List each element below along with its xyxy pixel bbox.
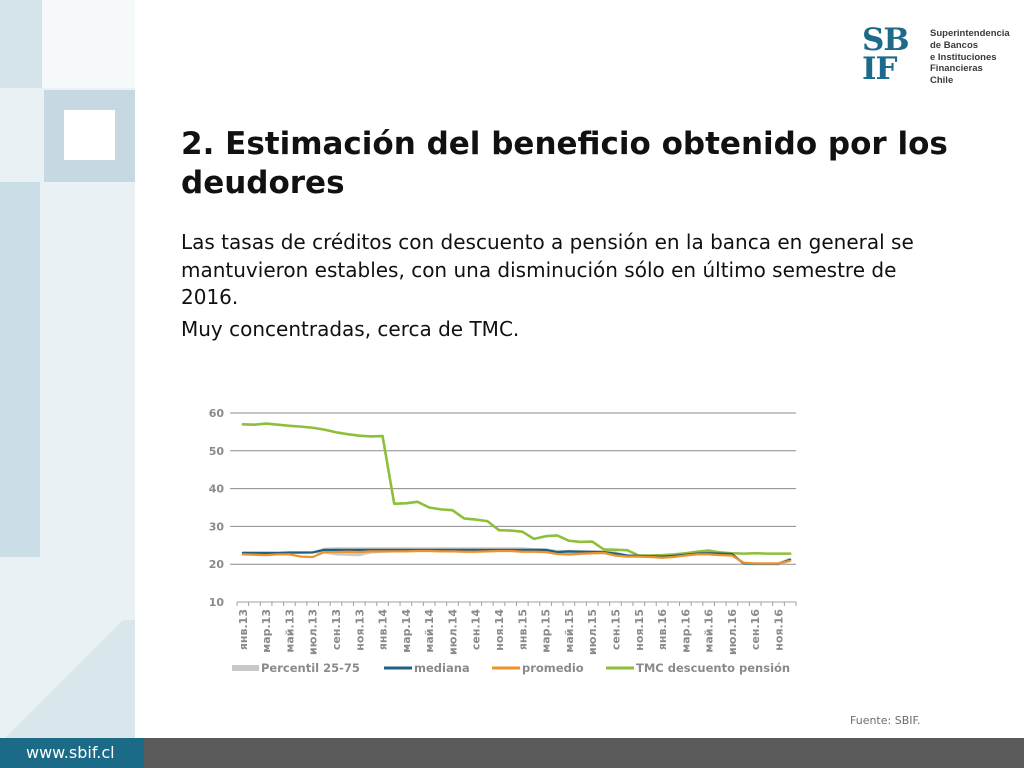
- y-tick-label: 20: [209, 558, 225, 571]
- series-promedio-line: [241, 549, 792, 565]
- x-tick-label: янв.14: [377, 609, 390, 650]
- x-tick-label: сен.13: [330, 609, 343, 650]
- sbif-logo-text: Superintendencia de Bancos e Institucion…: [930, 28, 1010, 87]
- decor-diagonal: [0, 620, 135, 738]
- x-tick-label: ноя.16: [773, 609, 786, 651]
- y-tick-label: 50: [209, 445, 225, 458]
- x-tick-label: сен.15: [609, 609, 622, 650]
- footer-url-link[interactable]: www.sbif.cl: [0, 738, 144, 768]
- x-tick-label: май.16: [703, 609, 716, 653]
- x-tick-label: янв.15: [516, 609, 529, 650]
- decor-frame-inner: [64, 110, 115, 160]
- x-tick-label: мар.15: [540, 609, 553, 653]
- legend-label-tmc: TMC descuento pensión: [636, 661, 790, 675]
- x-tick-label: мар.13: [260, 609, 273, 653]
- x-tick-label: июл.14: [446, 609, 459, 655]
- source-note: Fuente: SBIF.: [850, 714, 921, 727]
- decor-square-top: [42, 0, 135, 88]
- slide-title: 2. Estimación del beneficio obtenido por…: [181, 126, 948, 201]
- logo-text-line: Financieras: [930, 63, 983, 75]
- x-tick-label: июл.15: [586, 609, 599, 655]
- footer-bar: www.sbif.cl: [0, 738, 1024, 768]
- x-tick-label: май.15: [563, 609, 576, 653]
- logo-text-line: Chile: [930, 75, 954, 87]
- decor-square-top-left: [0, 0, 42, 88]
- slide-paragraph-2: Muy concentradas, cerca de TMC.: [181, 317, 520, 341]
- x-tick-label: ноя.14: [493, 609, 506, 651]
- logo-text-line: e Instituciones: [930, 51, 997, 63]
- legend-swatch-promedio: [492, 666, 520, 670]
- x-tick-label: мар.16: [679, 609, 692, 653]
- logo-text-line: Superintendencia: [930, 28, 1010, 39]
- x-tick-label: сен.14: [470, 609, 483, 650]
- x-tick-label: янв.13: [237, 609, 250, 650]
- x-tick-label: май.13: [283, 609, 296, 653]
- legend-swatch-percentil: [232, 665, 259, 671]
- y-tick-label: 30: [209, 520, 225, 533]
- legend-swatch-mediana: [384, 666, 412, 670]
- x-tick-label: мар.14: [400, 609, 413, 653]
- legend-swatch-tmc: [606, 666, 634, 670]
- sbif-logo: SB IF Superintendencia de Bancos e Insti…: [862, 22, 1012, 92]
- x-tick-label: май.14: [423, 609, 436, 653]
- legend-label-percentil: Percentil 25-75: [261, 661, 360, 675]
- rates-line-chart: 10 20 30 40 50 60 янв.13 мар.13 май.13 июл.13 сен.…: [209, 407, 797, 675]
- logo-text-line: de Bancos: [930, 39, 979, 51]
- legend-label-mediana: mediana: [414, 661, 470, 675]
- y-tick-label: 40: [209, 483, 225, 496]
- legend-label-promedio: promedio: [522, 661, 584, 675]
- x-tick-label: ноя.13: [353, 609, 366, 651]
- y-tick-label: 10: [209, 596, 225, 609]
- x-tick-label: сен.16: [749, 609, 762, 650]
- sbif-logo-mark: SB IF: [862, 22, 910, 87]
- y-tick-label: 60: [209, 407, 225, 420]
- x-tick-label: янв.16: [656, 609, 669, 650]
- x-tick-label: ноя.15: [633, 609, 646, 651]
- decor-strip: [0, 182, 40, 557]
- x-tick-label: июл.16: [726, 609, 739, 655]
- x-tick-label: июл.13: [307, 609, 320, 655]
- series-tmc-line: [241, 422, 792, 557]
- slide-paragraph-1: Las tasas de créditos con descuento a pe…: [181, 230, 914, 309]
